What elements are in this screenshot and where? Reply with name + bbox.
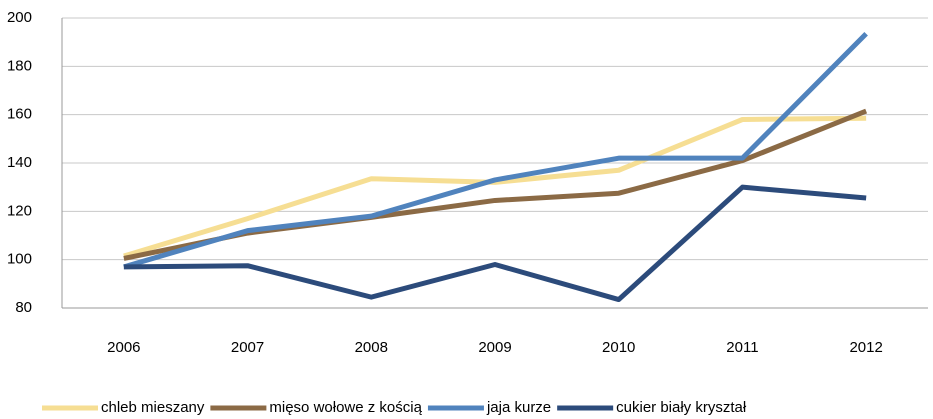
x-tick-label: 2008 — [355, 339, 388, 356]
legend-label: mięso wołowe z kością — [269, 399, 422, 416]
x-tick-label: 2010 — [602, 339, 635, 356]
legend-label: chleb mieszany — [101, 399, 205, 416]
y-tick-label: 200 — [7, 9, 32, 26]
legend-label: jaja kurze — [486, 399, 551, 416]
x-tick-label: 2012 — [849, 339, 882, 356]
x-tick-label: 2007 — [231, 339, 264, 356]
series-line — [123, 31, 868, 270]
legend-label: cukier biały kryształ — [616, 399, 747, 416]
y-tick-label: 120 — [7, 202, 32, 219]
y-tick-label: 180 — [7, 57, 32, 74]
y-tick-label: 100 — [7, 251, 32, 268]
series-line — [123, 184, 867, 303]
y-tick-label: 160 — [7, 106, 32, 123]
x-tick-label: 2009 — [478, 339, 511, 356]
x-tick-label: 2011 — [726, 339, 758, 356]
x-tick-label: 2006 — [107, 339, 140, 356]
y-tick-label: 140 — [7, 154, 32, 171]
y-tick-label: 80 — [15, 299, 32, 316]
